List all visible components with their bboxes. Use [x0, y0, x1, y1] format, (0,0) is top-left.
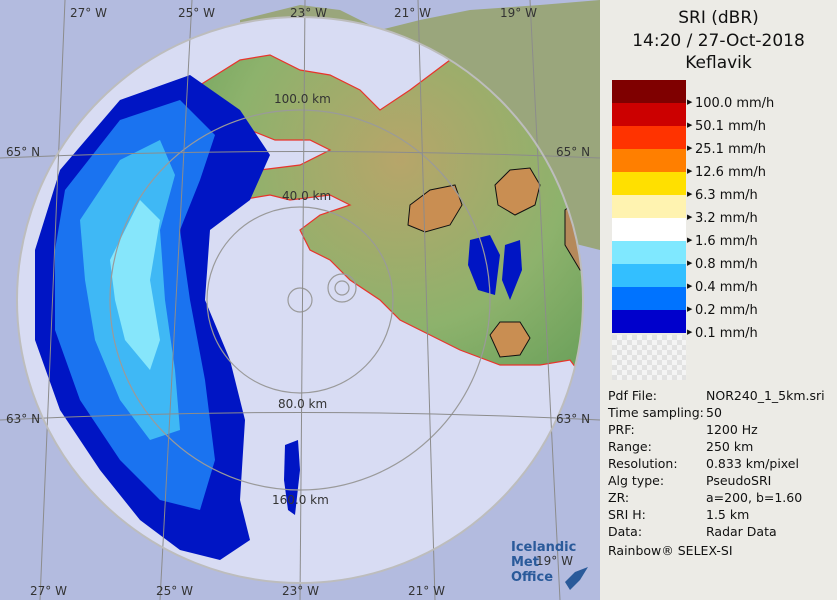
product-datetime: 14:20 / 27-Oct-2018	[632, 31, 805, 51]
map-canvas	[0, 0, 600, 600]
legend-label: 0.4 mm/h	[695, 280, 758, 295]
info-key: SRI H:	[608, 507, 646, 522]
legend-swatch	[612, 172, 686, 195]
legend-label: 3.2 mm/h	[695, 211, 758, 226]
info-value: Radar Data	[706, 524, 777, 539]
info-key: Range:	[608, 439, 652, 454]
lon-label-top-25w: 25° W	[178, 6, 215, 20]
legend-panel: SRI (dBR) 14:20 / 27-Oct-2018 Keflavik ▶…	[600, 0, 837, 600]
legend-label: 0.2 mm/h	[695, 303, 758, 318]
info-value: 1200 Hz	[706, 422, 758, 437]
info-value: 50	[706, 405, 722, 420]
legend-swatch	[612, 126, 686, 149]
legend-label: 100.0 mm/h	[695, 96, 775, 111]
legend-swatch	[612, 287, 686, 310]
info-key: Alg type:	[608, 473, 665, 488]
legend-label: 0.1 mm/h	[695, 326, 758, 341]
info-value: 1.5 km	[706, 507, 750, 522]
lon-label-bottom-21w: 21° W	[408, 584, 445, 598]
legend-tick-icon: ▶	[687, 328, 693, 336]
logo-line1: Icelandic Met	[511, 540, 577, 570]
info-value: NOR240_1_5km.sri	[706, 388, 825, 403]
range-rings	[17, 17, 583, 583]
imo-logo-icon	[565, 567, 588, 590]
lon-label-top-21w: 21° W	[394, 6, 431, 20]
legend-swatch	[612, 149, 686, 172]
lat-label-left-65n: 65° N	[6, 145, 41, 159]
logo-line2: Office	[511, 570, 554, 585]
legend-tick-icon: ▶	[687, 190, 693, 198]
legend-label: 50.1 mm/h	[695, 119, 767, 134]
range-label-80km: 80.0 km	[278, 397, 328, 411]
lon-label-top-23w: 23° W	[290, 6, 327, 20]
legend-swatch	[612, 195, 686, 218]
legend-tick-icon: ▶	[687, 213, 693, 221]
lon-label-bottom-23w: 23° W	[282, 584, 319, 598]
legend-tick-icon: ▶	[687, 121, 693, 129]
product-title: SRI (dBR)	[678, 8, 759, 28]
precip-cell-south	[284, 440, 300, 515]
precip-cell-land	[468, 235, 500, 295]
lat-label-right-63n: 63° N	[556, 412, 591, 426]
radar-station: Keflavik	[685, 53, 752, 73]
glacier-2	[494, 167, 541, 216]
info-key: Data:	[608, 524, 643, 539]
legend-swatch	[612, 310, 686, 333]
legend-tick-icon: ▶	[687, 98, 693, 106]
info-value: 250 km	[706, 439, 754, 454]
info-key: ZR:	[608, 490, 630, 505]
lat-label-right-65n: 65° N	[556, 145, 591, 159]
legend-nodata-swatch	[612, 335, 686, 380]
range-label-100km: 100.0 km	[274, 92, 331, 106]
legend-swatch	[612, 264, 686, 287]
legend-swatch	[612, 218, 686, 241]
info-value: a=200, b=1.60	[706, 490, 803, 505]
lon-label-bottom-25w: 25° W	[156, 584, 193, 598]
info-value: PseudoSRI	[706, 473, 772, 488]
legend-swatch	[612, 241, 686, 264]
lon-label-bottom-27w: 27° W	[30, 584, 67, 598]
software-label: Rainbow® SELEX-SI	[608, 543, 733, 558]
lon-label-top-19w: 19° W	[500, 6, 537, 20]
legend-tick-icon: ▶	[687, 167, 693, 175]
info-key: PRF:	[608, 422, 635, 437]
legend-label: 0.8 mm/h	[695, 257, 758, 272]
info-key: Resolution:	[608, 456, 678, 471]
info-key: Time sampling:	[608, 405, 704, 420]
imo-logo: Icelandic Met Office	[511, 540, 600, 585]
legend-label: 6.3 mm/h	[695, 188, 758, 203]
legend-swatch	[612, 80, 686, 103]
radar-map: 27° W 25° W 23° W 21° W 19° W 27° W 25° …	[0, 0, 600, 600]
precip-cell-land2	[502, 240, 522, 300]
legend-swatch	[612, 103, 686, 126]
legend-tick-icon: ▶	[687, 144, 693, 152]
info-key: Pdf File:	[608, 388, 657, 403]
legend-tick-icon: ▶	[687, 282, 693, 290]
lat-label-left-63n: 63° N	[6, 412, 41, 426]
precip-band-core	[110, 200, 160, 370]
info-value: 0.833 km/pixel	[706, 456, 799, 471]
legend-tick-icon: ▶	[687, 236, 693, 244]
lon-label-bottom-19w: 19° W	[536, 554, 573, 568]
range-label-40km: 40.0 km	[282, 189, 332, 203]
graticule	[0, 0, 600, 600]
legend-tick-icon: ▶	[687, 305, 693, 313]
lon-label-top-27w: 27° W	[70, 6, 107, 20]
glacier-1	[407, 184, 463, 233]
legend-tick-icon: ▶	[687, 259, 693, 267]
legend-label: 25.1 mm/h	[695, 142, 767, 157]
legend-label: 1.6 mm/h	[695, 234, 758, 249]
glacier-3	[489, 321, 531, 358]
legend-label: 12.6 mm/h	[695, 165, 767, 180]
range-label-160km: 160.0 km	[272, 493, 329, 507]
